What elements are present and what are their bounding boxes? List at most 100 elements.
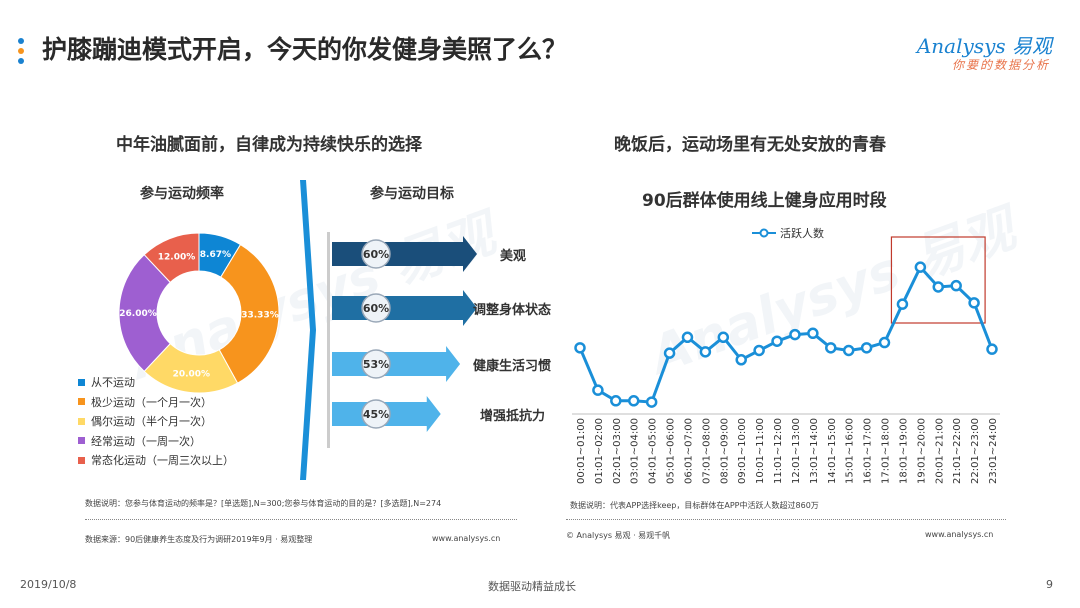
legend-swatch	[78, 437, 85, 444]
goal-chart-title: 参与运动目标	[370, 186, 454, 202]
data-point	[807, 327, 819, 340]
x-tick-label: 02:01~03:00	[612, 418, 623, 484]
goal-value-badge	[361, 349, 391, 379]
x-tick-label: 22:01~23:00	[970, 418, 981, 484]
goal-arrow-bar	[332, 290, 477, 326]
goal-bars-bracket	[327, 232, 330, 448]
donut-slice-label: 12.00%	[158, 252, 196, 262]
series-line	[578, 264, 994, 404]
x-tick-label: 07:01~08:00	[701, 418, 712, 484]
goal-category-label: 美观	[500, 249, 527, 264]
legend-swatch	[78, 417, 85, 425]
data-point	[878, 336, 891, 349]
x-tick-label: 18:01~19:00	[898, 418, 909, 484]
legend-item: 经常运动（一周一次）	[78, 433, 201, 449]
goal-value-label: 60%	[363, 248, 389, 261]
x-tick-label: 21:01~22:00	[952, 418, 963, 484]
data-point	[825, 342, 837, 354]
section-divider-arrow	[300, 180, 316, 480]
x-tick-label: 19:01~20:00	[916, 418, 927, 484]
x-tick-label: 11:01~12:00	[773, 418, 784, 484]
legend-label: 极少运动（一个月一次）	[91, 395, 212, 409]
analysys-logo: Analysys 易观	[916, 34, 1052, 58]
data-point	[932, 281, 945, 293]
data-point	[663, 347, 676, 359]
donut-slice-label: 8.67%	[200, 250, 231, 260]
data-point	[771, 335, 783, 347]
footer-slogan: 数据驱动精益成长	[488, 580, 576, 593]
legend-marker	[759, 228, 769, 238]
right-section-title: 晚饭后，运动场里有无处安放的青春	[614, 135, 886, 155]
line-chart-title: 90后群体使用线上健身应用时段	[642, 191, 887, 211]
legend-label: 从不运动	[91, 376, 135, 389]
left-data-source: 数据来源：90后健康养生态度及行为调研2019年9月 · 易观整理	[85, 535, 313, 544]
active-users-line-chart: 活跃人数 00:01~01:00 01:01~02:00 02:01~03:00 03:…	[572, 226, 1000, 484]
page-number: 9	[1046, 578, 1053, 591]
data-point	[842, 344, 855, 357]
right-divider	[566, 519, 1006, 520]
legend-label: 经常运动（一周一次）	[91, 434, 201, 448]
goal-category-label: 调整身体状态	[473, 303, 552, 318]
x-tick-label: 15:01~16:00	[845, 418, 856, 484]
goal-value-label: 45%	[363, 408, 389, 421]
donut-slice	[118, 253, 171, 373]
legend-item: 常态化运动（一周三次以上）	[78, 452, 234, 468]
x-tick-label: 08:01~09:00	[719, 418, 730, 484]
goal-value-label: 53%	[363, 358, 389, 371]
goal-arrow-bar	[332, 346, 461, 382]
x-tick-label: 13:01~14:00	[809, 418, 820, 484]
page-title: 护膝蹦迪模式开启，今天的你发健身美照了么？	[42, 35, 568, 64]
x-tick-label: 04:01~05:00	[648, 418, 659, 484]
legend-label: 偶尔运动（半个月一次）	[91, 415, 212, 428]
footer-date: 2019/10/8	[20, 578, 77, 591]
data-point	[735, 354, 747, 366]
donut-slice-label: 26.00%	[119, 309, 157, 319]
donut-slice-label: 33.33%	[241, 310, 279, 320]
legend-swatch	[78, 456, 85, 464]
data-point	[914, 261, 927, 273]
right-data-note: 数据说明：代表APP选择keep，目标群体在APP中活跃人数超过860万	[570, 501, 819, 510]
data-point	[592, 384, 604, 396]
x-tick-label: 20:01~21:00	[934, 418, 945, 484]
data-point	[610, 395, 622, 407]
x-tick-label: 03:01~04:00	[630, 418, 641, 484]
peak-highlight-box	[890, 236, 986, 324]
x-tick-label: 12:01~13:00	[791, 418, 802, 484]
data-point	[968, 297, 980, 309]
legend-item: 偶尔运动（半个月一次）	[78, 413, 212, 429]
x-tick-label: 16:01~17:00	[863, 418, 874, 484]
logo-slogan: 你要的数据分析	[951, 58, 1050, 72]
legend-label: 常态化运动（一周三次以上）	[91, 454, 234, 467]
x-tick-label: 06:01~07:00	[683, 418, 694, 484]
data-point	[860, 342, 873, 354]
donut-slice-label: 20.00%	[173, 370, 211, 380]
freq-chart-title: 参与运动频率	[140, 186, 224, 202]
donut-slice	[218, 243, 280, 384]
data-point	[950, 279, 962, 292]
x-tick-label: 14:01~15:00	[827, 418, 838, 484]
data-point	[574, 342, 586, 354]
right-site: www.analysys.cn	[925, 530, 994, 539]
goal-value-label: 60%	[363, 302, 389, 315]
data-point	[627, 395, 640, 407]
data-point	[986, 343, 998, 355]
goal-value-badge	[361, 239, 391, 269]
data-point	[645, 396, 658, 408]
donut-slice	[143, 232, 200, 284]
goal-value-badge	[361, 293, 391, 323]
data-point	[789, 328, 801, 341]
data-point	[681, 331, 694, 344]
legend-label: 活跃人数	[780, 226, 824, 240]
goal-value-badge	[361, 399, 391, 429]
left-site: www.analysys.cn	[432, 534, 501, 543]
x-tick-label: 10:01~11:00	[755, 418, 766, 484]
legend-item: 极少运动（一个月一次）	[78, 394, 212, 410]
x-tick-label: 23:01~24:00	[988, 418, 999, 484]
x-tick-label: 17:01~18:00	[881, 418, 892, 484]
goal-category-label: 健康生活习惯	[473, 359, 552, 374]
legend-swatch	[78, 398, 85, 405]
x-tick-label: 01:01~02:00	[594, 418, 605, 484]
data-point	[699, 346, 712, 358]
left-section-title: 中年油腻面前，自律成为持续快乐的选择	[116, 135, 422, 155]
data-point	[717, 331, 730, 344]
